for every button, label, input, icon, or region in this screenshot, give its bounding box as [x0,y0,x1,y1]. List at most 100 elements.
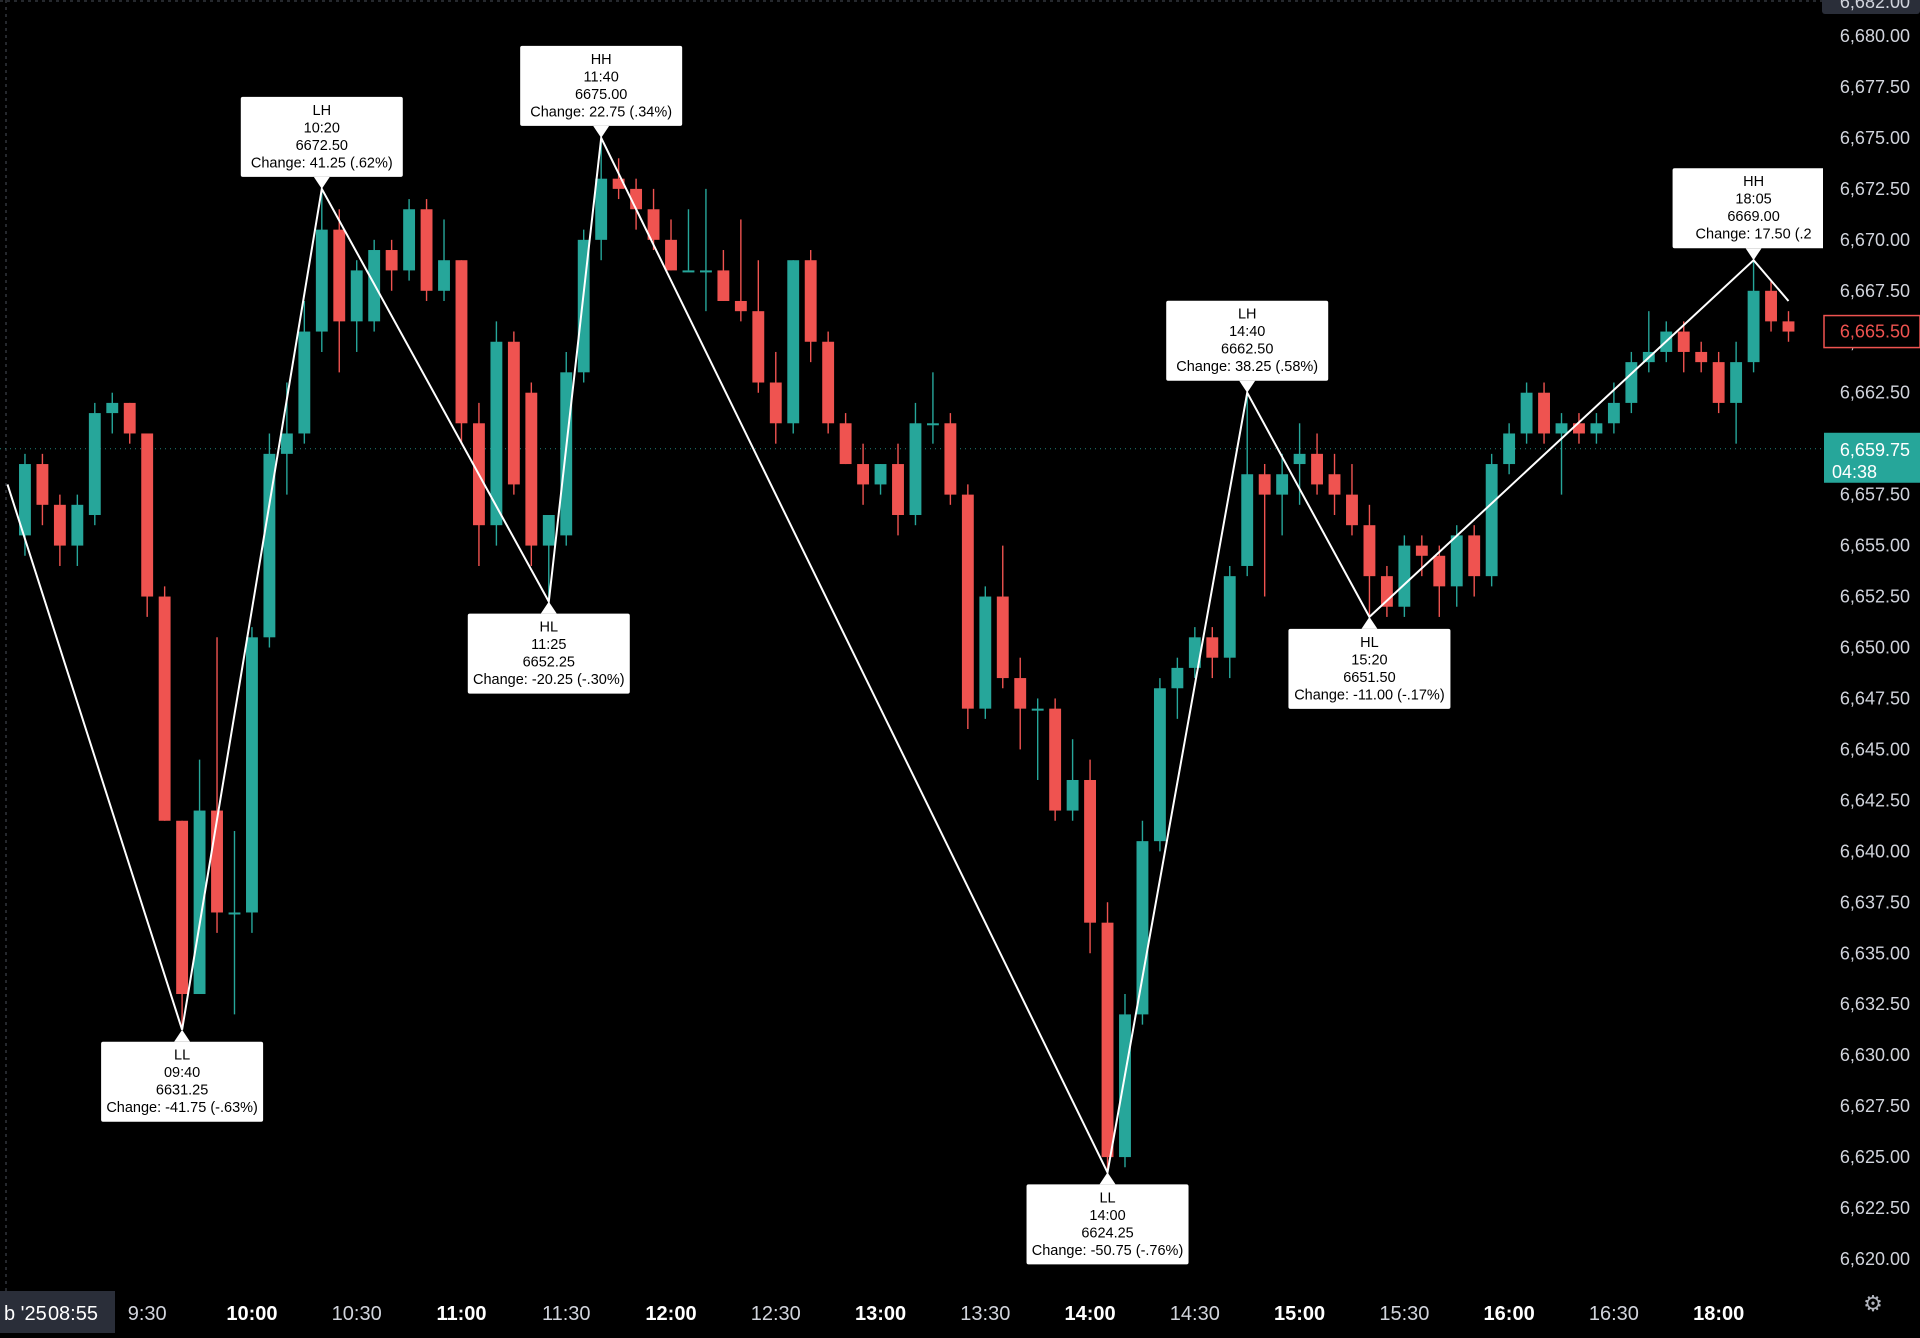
price-axis: 6,682.00 6,680.00 6,677.50 6,675.00 6,672.50… [1822,0,1920,1333]
top-price-badge-label: 6,682.00 [1840,0,1910,12]
label-change: Change: 38.25 (.58%) [1176,359,1318,375]
candle-body [665,239,677,271]
price-grid [0,0,1823,1305]
candle-body [1450,535,1463,587]
label-box [467,613,630,694]
candle [36,453,49,526]
candle-body [979,596,992,709]
candle-body [769,382,782,424]
candle-body [71,504,84,546]
candle-body [280,433,293,454]
candle-body [1677,331,1690,352]
zigzag-layer [6,134,1790,1176]
candle-body [385,250,398,271]
candle [350,260,363,352]
candle-body [193,810,206,995]
price-tick-label: 6,647.50 [1840,688,1910,708]
candle [961,484,974,730]
label-box [240,96,403,177]
candle [1206,627,1219,679]
candle-body [1276,474,1289,495]
candle-body [1468,535,1481,577]
candle-body [1573,423,1585,434]
candle [1538,382,1550,444]
label-box [1166,300,1329,381]
candle-body [1171,667,1184,689]
candle [874,464,887,495]
label-pointer [1745,248,1762,261]
candle-body [490,341,503,526]
candle-body [1538,392,1550,434]
candle [193,759,206,995]
candle [1363,504,1376,617]
candle-body [961,494,974,709]
candle-body [1485,464,1498,577]
candle-body [123,402,136,434]
candle [71,494,84,566]
candle-body [944,423,957,495]
label-price: 6662.50 [1221,342,1273,358]
zigzag-line [6,134,1790,1176]
candle-body [682,270,695,273]
candle-body [630,188,643,210]
candle-body [1188,637,1201,668]
candle-body [926,423,939,426]
label-pointer [1239,380,1256,393]
candle-body [857,464,870,485]
label-price: 6624.25 [1081,1225,1133,1241]
candle [1380,565,1393,617]
candle [1573,413,1585,444]
candle [1677,321,1690,373]
price-tick-label: 6,625.00 [1840,1147,1910,1167]
candle-body [1765,290,1777,322]
time-tick-label: 18:00 [1693,1303,1744,1325]
candle [1328,453,1341,516]
price-tick-label: 6,630.00 [1840,1045,1910,1065]
last-close-label: 6,665.50 [1840,322,1910,342]
candle-body [507,341,520,485]
candle [1730,341,1743,444]
candle [1136,820,1149,1025]
candle [857,443,870,505]
price-tick-label: 6,622.50 [1840,1198,1910,1218]
candle [1625,351,1638,414]
candle-body [1555,423,1568,434]
candle-body [1206,637,1219,658]
candle [438,219,450,301]
gear-icon[interactable]: ⚙ [1863,1291,1883,1316]
label-change: Change: 41.25 (.62%) [251,155,393,171]
candle-body [1625,362,1638,403]
candle [630,178,643,230]
price-tick-label: 6,675.00 [1840,128,1910,148]
candle-body [525,392,538,546]
candle-body [141,433,154,597]
candle [1119,994,1131,1168]
candle-body [1782,321,1795,332]
candle [804,250,817,363]
candle-body [1398,545,1411,607]
candle [1346,464,1358,536]
candle [682,209,695,273]
candle [123,402,136,444]
candle-body [106,402,119,414]
candle-body [996,596,1009,679]
price-tick-label: 6,640.00 [1840,841,1910,861]
candle [1747,260,1760,373]
candle [298,300,311,444]
candle-body [839,423,852,465]
candle-body [1119,1014,1131,1158]
candle-body [874,464,887,485]
candle [1084,759,1097,954]
candle [699,188,712,312]
candle [1782,311,1795,342]
candle-body [1346,494,1358,526]
candle-body [333,229,346,322]
candle [176,820,189,1030]
